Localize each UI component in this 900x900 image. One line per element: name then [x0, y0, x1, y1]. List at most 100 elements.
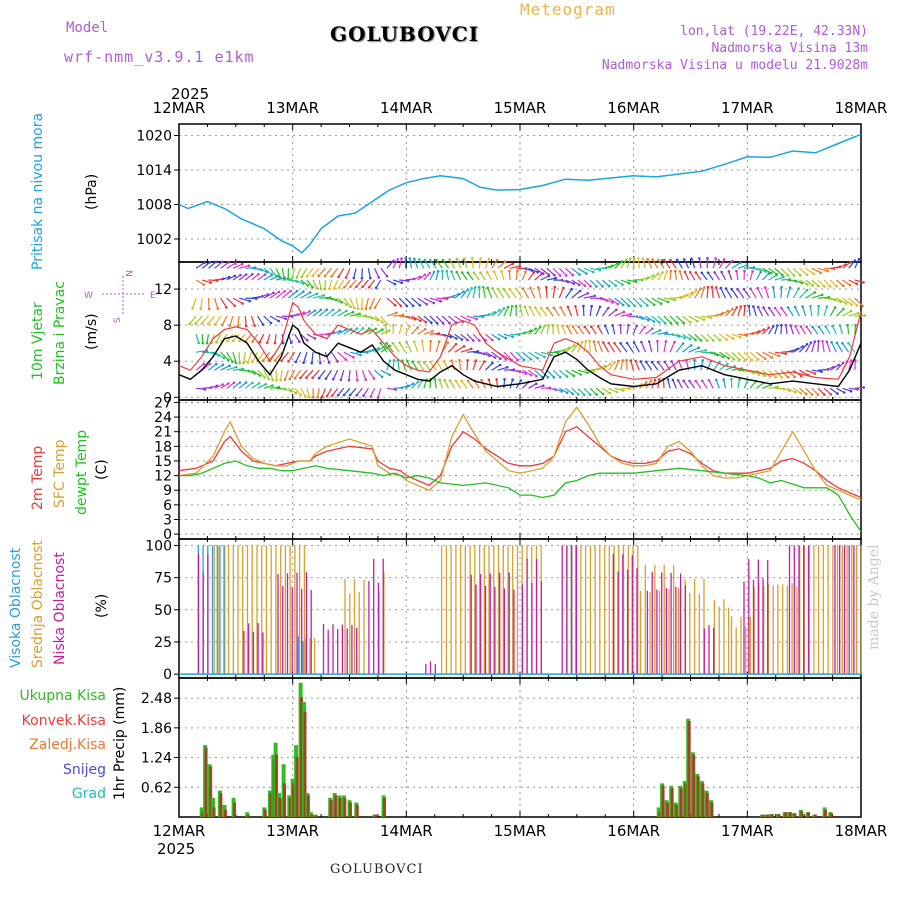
wind-arrows [188, 257, 867, 399]
wind-arrow [571, 387, 579, 395]
wind-arrow-head [843, 391, 846, 394]
wind-arrow-head [559, 375, 562, 379]
wind-arrow-head [674, 269, 677, 273]
meteogram-label: Meteogram [520, 0, 616, 19]
wind-arrow-head [696, 319, 699, 323]
wind-arrow [737, 288, 745, 299]
wind-arrow-head [306, 284, 310, 287]
wind-arrow [423, 272, 431, 281]
y-tick-label: 0.62 [141, 780, 172, 796]
wind-arrow [663, 259, 671, 269]
wind-arrow [728, 271, 733, 281]
wind-arrow-head [319, 287, 323, 291]
wind-arrow-head [560, 324, 564, 328]
wind-arrow-head [799, 392, 802, 395]
wind-arrow [608, 262, 618, 269]
wind-arrow-head [854, 323, 857, 327]
wind-arrow [805, 279, 814, 286]
wind-arrow-head [800, 374, 803, 378]
wind-arrow-head [425, 303, 429, 306]
wind-arrow-head [700, 271, 704, 275]
wind-arrow-head [388, 373, 392, 377]
wind-arrow [370, 388, 376, 397]
wind-arrow-head [511, 262, 515, 266]
wind-arrow-head [658, 329, 662, 332]
wind-arrow-head [277, 319, 281, 323]
y-tick-label: 0 [163, 667, 172, 683]
wind-arrow [491, 309, 500, 317]
wind-arrow [743, 306, 746, 317]
wind-arrow-head [805, 273, 809, 277]
wind-arrow-head [545, 285, 548, 289]
wind-arrow-head [374, 286, 378, 290]
wind-arrow-head [678, 270, 682, 273]
wind-arrow [823, 366, 834, 371]
y-tick-label: 8 [163, 318, 172, 334]
wind-arrow-head [400, 257, 403, 260]
wind-arrow-head [621, 283, 624, 286]
wind-arrow-head [824, 325, 827, 328]
conv-precip-bar [209, 766, 213, 817]
wind-arrow-head [495, 378, 498, 381]
wind-arrow [294, 279, 304, 285]
wind-arrow-head [460, 271, 464, 274]
wind-arrow-head [536, 357, 539, 360]
wind-arrow-head [328, 287, 331, 291]
wind-arrow [195, 262, 205, 269]
wind-arrow-head [825, 305, 829, 308]
wind-arrow-head [763, 357, 767, 361]
wind-arrow-head [504, 358, 508, 361]
wind-arrow [485, 333, 493, 341]
wind-arrow [556, 325, 560, 335]
wind-arrow-head [793, 375, 796, 379]
wind-arrow [442, 259, 449, 269]
wind-arrow [764, 287, 770, 299]
wind-arrow-head [323, 274, 327, 278]
wind-arrow-head [752, 266, 756, 269]
wind-arrow-head [539, 325, 542, 329]
wind-arrow-head [246, 361, 250, 364]
wind-arrow-head [232, 381, 236, 385]
wind-arrow-head [634, 280, 638, 284]
wind-arrow-head [472, 271, 476, 275]
wind-arrow-head [560, 390, 563, 393]
wind-arrow-head [634, 359, 637, 363]
wind-arrow-head [817, 325, 821, 329]
y-tick-label: 0 [163, 527, 172, 543]
wind-arrow [651, 329, 661, 335]
wind-arrow [798, 343, 808, 353]
wind-arrow [593, 341, 597, 353]
wind-arrow-head [670, 360, 673, 363]
wind-arrow [731, 351, 741, 361]
wind-arrow [503, 351, 513, 361]
wind-arrow [811, 369, 822, 373]
conv-precip-bar [675, 805, 679, 817]
wind-arrow [589, 306, 593, 317]
y-tick-label: 1.24 [141, 751, 172, 767]
wind-arrow-head [368, 306, 372, 310]
wind-arrow-head [416, 326, 420, 329]
wind-arrow-head [466, 338, 469, 342]
wind-arrow [842, 297, 852, 306]
wind-arrow-head [786, 376, 790, 379]
wind-arrow [411, 297, 421, 306]
conv-precip-bar [343, 797, 347, 817]
wind-arrow-head [861, 304, 864, 308]
wind-arrow-head [731, 307, 734, 311]
model-name: wrf-nmm_v3.9.1 e1km [64, 48, 255, 66]
wind-arrow [657, 315, 666, 324]
wind-arrow-head [764, 286, 767, 289]
wind-arrow-head [749, 287, 752, 291]
wind-arrow [700, 333, 708, 342]
wind-arrow [522, 351, 532, 360]
wind-arrow [282, 278, 292, 281]
wind-arrow [583, 295, 595, 299]
wind-arrow [189, 315, 197, 325]
wind-arrow [244, 382, 253, 389]
wind-arrow-head [701, 359, 705, 362]
wind-arrow-head [263, 273, 267, 277]
wind-arrow-head [394, 388, 398, 392]
wind-arrow-head [776, 385, 779, 389]
wind-arrow [300, 369, 308, 379]
